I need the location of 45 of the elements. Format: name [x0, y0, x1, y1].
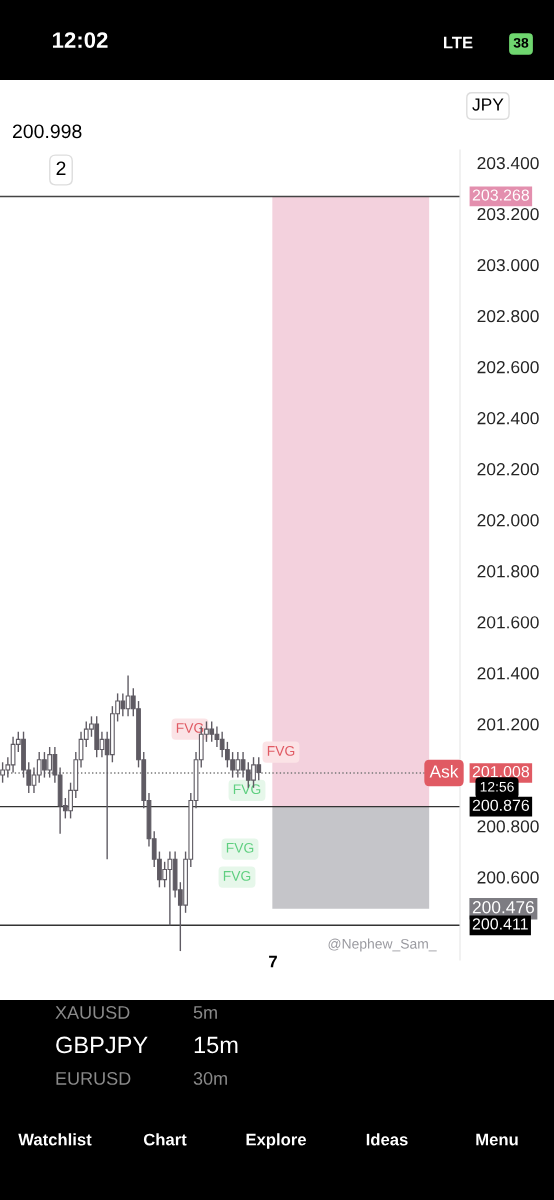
- y-tick-label: 202.200: [477, 463, 539, 476]
- annotation: FVG: [176, 723, 204, 733]
- y-tick-label: 202.400: [477, 412, 539, 425]
- text: Menu: [476, 1133, 518, 1146]
- text: 5m: [193, 1006, 217, 1019]
- text: 15m: [194, 1036, 238, 1054]
- y-tick-label: 202.000: [477, 514, 539, 527]
- y-tick-label: 203.400: [477, 156, 539, 170]
- annotation: Ask: [429, 764, 459, 778]
- text: 30m: [193, 1072, 227, 1085]
- y-tick-label: 201.400: [477, 667, 539, 680]
- text: GBPJPY: [56, 1036, 148, 1054]
- text: Chart: [143, 1133, 187, 1146]
- y-tick-label: 202.600: [477, 361, 539, 374]
- y-tick-label: 201.800: [477, 565, 539, 578]
- text: EURUSD: [56, 1072, 131, 1085]
- annotation: FVG: [267, 745, 295, 756]
- annotation: FVG: [223, 870, 251, 881]
- text: 200.998: [12, 124, 82, 139]
- y-tick-label: 201.600: [477, 616, 539, 629]
- annotation: 7: [269, 955, 277, 968]
- text: JPY: [472, 98, 504, 111]
- band-label: 200.476: [472, 901, 534, 914]
- ref-line-label: 203.268: [472, 189, 530, 201]
- y-tick-label: 203.000: [477, 258, 539, 272]
- ref-line-label: 200.876: [472, 799, 530, 811]
- ref-line-label: 200.411: [472, 918, 528, 930]
- annotation: FVG: [226, 842, 254, 853]
- annotation: FVG: [233, 784, 261, 795]
- text: 12:56: [480, 781, 514, 792]
- y-tick-label: 203.200: [477, 207, 539, 221]
- y-tick-label: 200.800: [477, 820, 539, 833]
- text: XAUUSD: [55, 1006, 130, 1019]
- annotation: 2: [56, 161, 66, 176]
- text: 38: [513, 37, 529, 48]
- y-tick-label: 201.200: [477, 718, 539, 731]
- y-tick-label: 200.600: [477, 871, 539, 884]
- y-tick-label: 202.800: [477, 309, 539, 323]
- text: 12:02: [52, 32, 108, 48]
- annotation: @Nephew_Sam_: [328, 938, 437, 952]
- text: LTE: [443, 36, 473, 49]
- text: Watchlist: [18, 1133, 92, 1146]
- text: Explore: [246, 1133, 306, 1149]
- ref-line-label: 201.008: [472, 765, 530, 778]
- text: Ideas: [366, 1133, 408, 1146]
